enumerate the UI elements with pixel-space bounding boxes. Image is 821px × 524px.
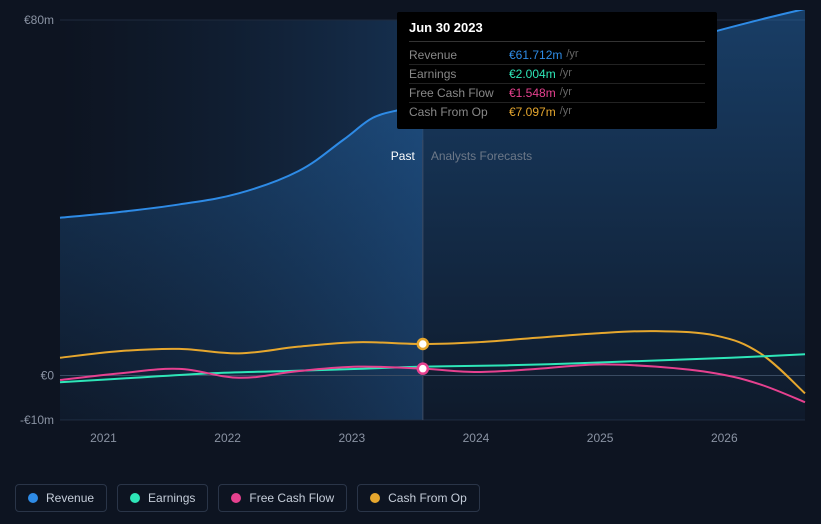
tooltip-metric-unit: /yr <box>560 86 572 100</box>
svg-text:Past: Past <box>391 149 416 163</box>
svg-text:2021: 2021 <box>90 431 117 445</box>
tooltip-row: Cash From Op€7.097m/yr <box>409 103 705 121</box>
legend-item-revenue[interactable]: Revenue <box>15 484 107 512</box>
tooltip-metric-value: €61.712m <box>509 48 562 62</box>
tooltip-metric-label: Revenue <box>409 48 509 62</box>
tooltip-metric-value: €7.097m <box>509 105 556 119</box>
legend-swatch-icon <box>130 493 140 503</box>
svg-text:2025: 2025 <box>587 431 614 445</box>
tooltip-metric-label: Free Cash Flow <box>409 86 509 100</box>
tooltip-metric-label: Earnings <box>409 67 509 81</box>
svg-text:-€10m: -€10m <box>20 413 54 427</box>
tooltip-metric-value: €2.004m <box>509 67 556 81</box>
tooltip-row: Earnings€2.004m/yr <box>409 65 705 84</box>
legend-label: Free Cash Flow <box>249 491 334 505</box>
svg-text:€80m: €80m <box>24 13 54 27</box>
svg-text:€0: €0 <box>41 369 55 383</box>
tooltip-row: Free Cash Flow€1.548m/yr <box>409 84 705 103</box>
legend-label: Revenue <box>46 491 94 505</box>
tooltip-row: Revenue€61.712m/yr <box>409 46 705 65</box>
legend-label: Cash From Op <box>388 491 467 505</box>
tooltip-metric-unit: /yr <box>566 48 578 62</box>
tooltip-metric-label: Cash From Op <box>409 105 509 119</box>
chart-tooltip: Jun 30 2023 Revenue€61.712m/yrEarnings€2… <box>397 12 717 129</box>
tooltip-metric-unit: /yr <box>560 105 572 119</box>
tooltip-date: Jun 30 2023 <box>409 20 705 42</box>
legend-item-cfo[interactable]: Cash From Op <box>357 484 480 512</box>
svg-text:2026: 2026 <box>711 431 738 445</box>
svg-text:2023: 2023 <box>338 431 365 445</box>
tooltip-metric-unit: /yr <box>560 67 572 81</box>
legend-swatch-icon <box>28 493 38 503</box>
chart-legend: Revenue Earnings Free Cash Flow Cash From O… <box>15 484 480 512</box>
legend-item-fcf[interactable]: Free Cash Flow <box>218 484 347 512</box>
legend-label: Earnings <box>148 491 195 505</box>
legend-swatch-icon <box>370 493 380 503</box>
legend-swatch-icon <box>231 493 241 503</box>
svg-text:2022: 2022 <box>214 431 241 445</box>
svg-text:2024: 2024 <box>463 431 490 445</box>
svg-text:Analysts Forecasts: Analysts Forecasts <box>431 149 532 163</box>
legend-item-earnings[interactable]: Earnings <box>117 484 208 512</box>
tooltip-metric-value: €1.548m <box>509 86 556 100</box>
